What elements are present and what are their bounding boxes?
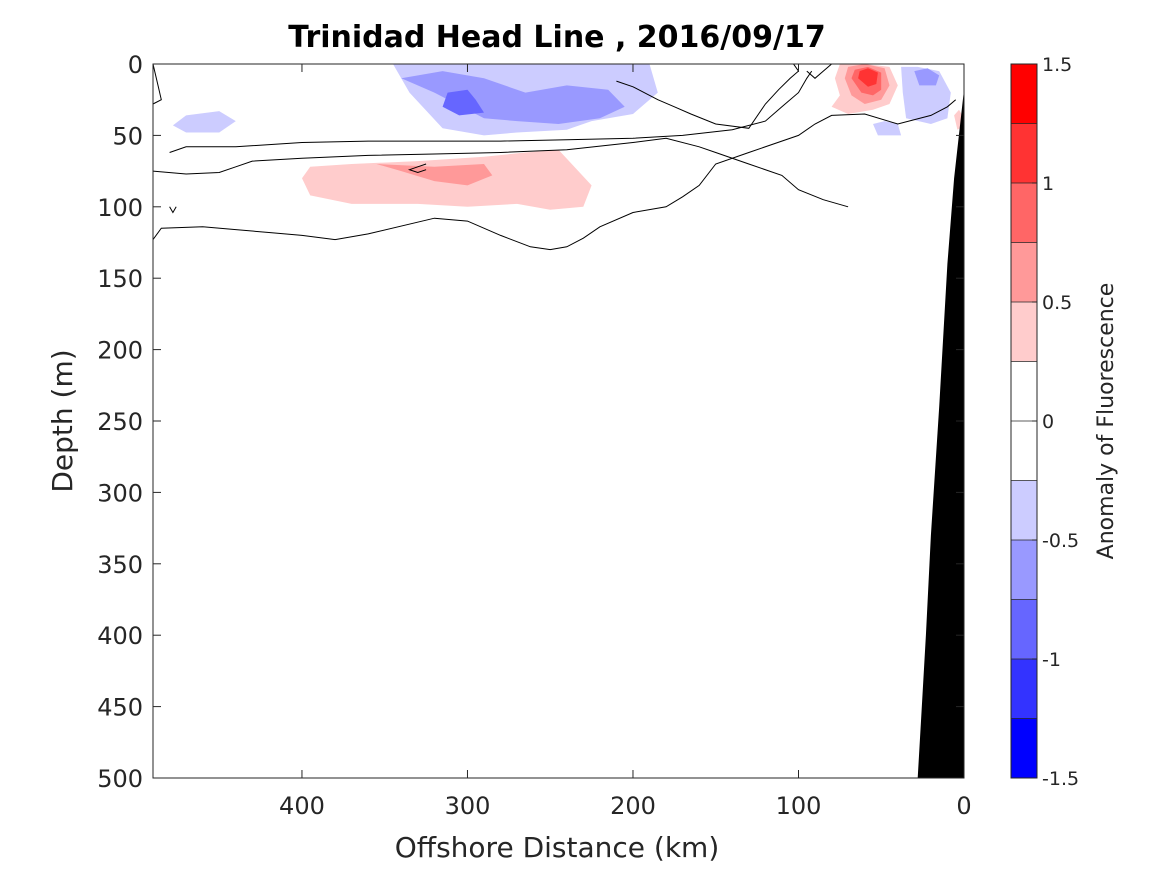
colorbar-swatch <box>1011 64 1037 124</box>
colorbar-swatch <box>1011 421 1037 481</box>
contour-line <box>169 70 813 153</box>
colorbar-swatch <box>1011 480 1037 541</box>
colorbar-swatch <box>1011 718 1037 779</box>
x-tick-label: 200 <box>610 792 656 820</box>
colorbar-swatch <box>1011 183 1037 243</box>
colorbar-swatch <box>1011 361 1037 422</box>
y-tick-label: 250 <box>97 408 143 436</box>
filled-contours <box>172 64 963 210</box>
contour-line <box>153 64 162 105</box>
chart-title: Trinidad Head Line , 2016/09/17 <box>288 20 825 55</box>
y-tick-label: 50 <box>112 122 143 150</box>
seafloor-profile <box>917 89 964 778</box>
y-tick-label: 200 <box>97 337 143 365</box>
colorbar-swatch <box>1011 540 1037 600</box>
zero-contour-lines <box>153 64 957 251</box>
contour-fill-region <box>172 111 236 133</box>
colorbar-swatch <box>1011 599 1037 660</box>
colorbar-ticks: -1.5 -1 -0.5 0 0.5 1 1.5 <box>1032 54 1079 790</box>
contour-line <box>616 64 800 129</box>
y-tick-label: 400 <box>97 622 143 650</box>
colorbar-tick-label: 0.5 <box>1042 292 1072 314</box>
colorbar-swatches <box>1010 63 1038 779</box>
y-tick-label: 150 <box>97 265 143 293</box>
contour-fill-region <box>401 71 625 124</box>
colorbar-tick-label: -0.5 <box>1042 530 1079 552</box>
colorbar-swatch <box>1011 123 1037 184</box>
colorbar-tick-label: -1.5 <box>1042 768 1079 790</box>
x-tick-label: 400 <box>279 792 325 820</box>
colorbar-swatch <box>1011 302 1037 362</box>
y-axis-label: Depth (m) <box>46 349 79 492</box>
bathymetry <box>917 89 964 778</box>
contour-fill-region <box>442 89 484 116</box>
colorbar-swatch <box>1011 242 1037 303</box>
y-tick-label: 300 <box>97 479 143 507</box>
y-tick-label: 500 <box>97 765 143 793</box>
contour-fill-region <box>901 66 951 124</box>
y-tick-label: 0 <box>128 51 143 79</box>
contour-line <box>153 137 849 208</box>
contour-line <box>407 163 427 174</box>
y-axis-ticks: 0 50 100 150 200 250 300 350 400 450 500 <box>97 51 964 793</box>
x-tick-label: 300 <box>445 792 491 820</box>
y-tick-label: 350 <box>97 551 143 579</box>
contour-fill-region <box>914 68 940 86</box>
colorbar-tick-label: 1 <box>1042 173 1054 195</box>
colorbar-label: Anomaly of Fluorescence <box>1094 283 1119 560</box>
colorbar-tick-label: -1 <box>1042 649 1061 671</box>
contour-fill-region <box>376 164 493 186</box>
y-tick-label: 100 <box>97 194 143 222</box>
x-tick-label: 100 <box>776 792 822 820</box>
plot-area: 400 300 200 100 0 0 50 100 150 200 250 300 350 400 45… <box>97 51 971 820</box>
colorbar-swatch <box>1011 659 1037 719</box>
contour-line <box>169 206 177 214</box>
colorbar: -1.5 -1 -0.5 0 0.5 1 1.5 Anomaly of Fluorescen… <box>1010 54 1119 790</box>
x-tick-label: 0 <box>956 792 971 820</box>
colorbar-tick-label: 1.5 <box>1042 54 1072 76</box>
contour-fill-region <box>858 68 878 87</box>
x-axis-ticks: 400 300 200 100 0 <box>279 64 972 820</box>
y-tick-label: 450 <box>97 694 143 722</box>
contour-line <box>153 99 957 251</box>
colorbar-tick-label: 0 <box>1042 411 1054 433</box>
x-axis-label: Offshore Distance (km) <box>395 831 720 864</box>
contour-line <box>806 64 832 79</box>
contour-fill-region <box>873 121 902 136</box>
